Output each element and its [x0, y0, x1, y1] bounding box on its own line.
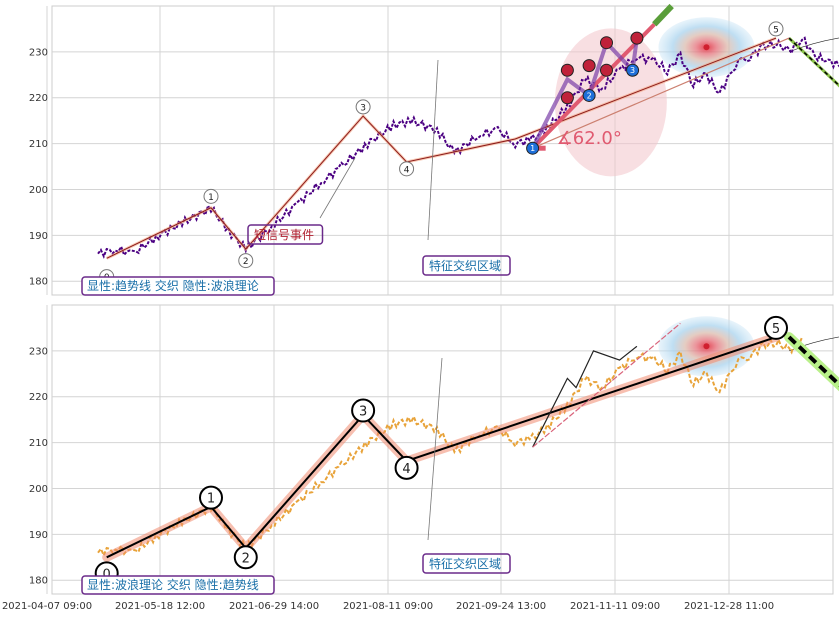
feature-center [703, 44, 710, 51]
trend-line [532, 322, 681, 448]
wave-marker [351, 398, 376, 423]
sub-wave-marker [582, 88, 596, 102]
y-tick-label: 220 [29, 93, 48, 104]
y-tick-label: 180 [29, 576, 48, 587]
short-signal-label: 短信号事件 [254, 228, 314, 242]
wave-label: 4 [404, 165, 410, 175]
wave-label: 1 [208, 193, 214, 203]
wave-label: 4 [402, 462, 410, 477]
wave-marker [764, 315, 788, 340]
x-tick-label: 2021-12-28 11:00 [684, 601, 774, 612]
y-tick-label: 200 [29, 484, 48, 495]
wave-label: 2 [242, 551, 250, 566]
y-tick-label: 230 [29, 47, 48, 58]
sub-wave-marker [626, 63, 640, 77]
forecast-arc [788, 336, 839, 352]
y-tick-label: 220 [29, 392, 48, 403]
feature-zone-label: 特征交织区域 [429, 556, 501, 571]
sub-wave-marker [600, 63, 613, 77]
x-tick-label: 2021-08-11 09:00 [343, 601, 433, 612]
sub-wave-label: 1 [530, 144, 535, 153]
pointer-feature [427, 357, 443, 541]
feature-zone-label: 特征交织区域 [429, 258, 501, 273]
angle-label: ∡62.0° [557, 128, 622, 149]
x-tick-label: 2021-04-07 09:00 [2, 601, 92, 612]
sub-wave-marker [600, 36, 613, 50]
feature-zone-label-box [422, 553, 511, 574]
y-tick-label: 180 [29, 277, 48, 288]
wave-marker [199, 485, 223, 510]
x-tick-label: 2021-06-29 14:00 [229, 601, 319, 612]
y-tick-label: 210 [29, 438, 48, 449]
wave-marker [233, 545, 258, 570]
wave-label: 3 [360, 103, 366, 113]
wave-label: 0 [103, 567, 111, 582]
legend-box [81, 276, 275, 296]
wave-line [106, 37, 777, 259]
top-panel: 180190200210220230∡62.0°123012345短信号事件特征… [29, 3, 839, 296]
sub-wave-marker [526, 141, 540, 155]
legend-text: 显性:趋势线 交织 隐性:波浪理论 [87, 278, 259, 293]
sub-wave-line [532, 345, 638, 448]
wave-label: 5 [772, 322, 780, 337]
wave-label: 1 [207, 492, 215, 507]
trend-extension [652, 3, 674, 27]
wave-label: 5 [773, 25, 779, 35]
y-tick-label: 230 [29, 346, 48, 357]
feature-center [703, 343, 710, 350]
sub-wave-marker [560, 63, 574, 77]
feature-zone-label-box [422, 255, 511, 276]
wave-marker [768, 21, 784, 37]
short-signal-label-box [247, 224, 324, 245]
wave-label: 3 [359, 405, 367, 420]
wave-marker [203, 188, 219, 204]
x-tick-label: 2021-11-11 09:00 [570, 601, 660, 612]
y-tick-label: 190 [29, 530, 48, 541]
x-tick-label: 2021-05-18 12:00 [115, 601, 205, 612]
wave-marker [394, 455, 419, 480]
y-tick-label: 210 [29, 139, 48, 150]
wave-marker [399, 161, 415, 177]
wave-marker [238, 253, 254, 269]
wave-line [106, 336, 777, 559]
forecast-arc [788, 37, 839, 53]
sub-wave-label: 2 [587, 91, 592, 100]
x-tick-label: 2021-09-24 13:00 [456, 601, 546, 612]
pointer-short [319, 157, 356, 219]
sub-wave-marker [582, 59, 596, 73]
wave-label: 2 [243, 257, 249, 267]
wave-marker [355, 99, 371, 115]
legend-box [81, 575, 275, 595]
channel-line [532, 37, 790, 149]
pointer-feature [427, 59, 439, 241]
x-axis: 2021-04-07 09:00 2021-05-18 12:00 2021-06-… [2, 601, 774, 612]
y-tick-label: 200 [29, 185, 48, 196]
sub-wave-label: 3 [630, 66, 635, 75]
legend-text: 显性:波浪理论 交织 隐性:趋势线 [87, 577, 259, 592]
y-tick-label: 190 [29, 231, 48, 242]
sub-wave-marker [560, 91, 574, 105]
sub-wave-marker [630, 31, 644, 45]
